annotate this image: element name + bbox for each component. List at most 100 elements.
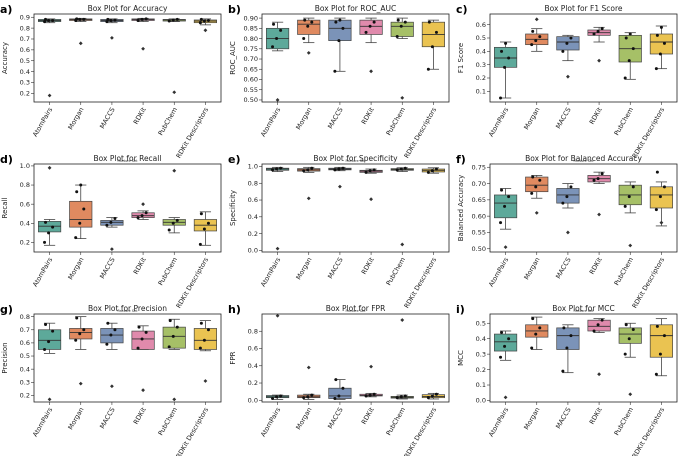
box-maccs bbox=[328, 166, 352, 189]
data-point bbox=[78, 332, 82, 336]
box-rdkit-descriptors bbox=[421, 167, 445, 174]
x-tick-label: RDKit Descriptors bbox=[631, 405, 667, 456]
y-tick-label: 0.4 bbox=[248, 213, 258, 221]
x-tick-label: Morgan bbox=[522, 256, 541, 281]
data-point bbox=[341, 26, 345, 30]
data-point bbox=[206, 19, 210, 23]
box-rdkit-descriptors bbox=[649, 170, 673, 227]
panel-c: c) Box Plot for F1 Score 0.1 0.2 0.3 0.4 0.5 0.… bbox=[456, 3, 678, 163]
data-point bbox=[144, 330, 148, 334]
data-point bbox=[530, 43, 534, 47]
x-tick-label: PubChem bbox=[157, 106, 179, 137]
data-point bbox=[662, 41, 666, 45]
x-axis-label: Feature Set bbox=[117, 309, 138, 313]
data-point bbox=[430, 169, 434, 173]
data-point bbox=[624, 36, 628, 40]
outlier-point bbox=[275, 246, 280, 251]
data-point bbox=[310, 166, 314, 170]
x-tick-label: PubChem bbox=[385, 406, 407, 437]
data-point bbox=[628, 32, 632, 36]
data-point bbox=[106, 321, 110, 325]
data-point bbox=[427, 20, 431, 24]
y-tick-label: 0.50 bbox=[472, 245, 486, 253]
data-point bbox=[654, 67, 658, 71]
panel-label: a) bbox=[0, 3, 12, 16]
y-tick-label: 0.70 bbox=[244, 55, 258, 63]
box-body bbox=[193, 328, 217, 350]
y-tick-label: 0.2 bbox=[248, 379, 258, 387]
data-point bbox=[302, 37, 306, 41]
axes-frame bbox=[33, 163, 222, 253]
x-tick-label: MACCS bbox=[98, 106, 117, 130]
x-tick-label: RDKit bbox=[360, 406, 376, 426]
y-tick-label: 0.1 bbox=[476, 88, 486, 96]
box-maccs bbox=[556, 34, 580, 79]
box-atompairs bbox=[494, 330, 518, 400]
outlier-point bbox=[628, 243, 633, 248]
box-pubchem bbox=[618, 322, 642, 397]
panel-label: e) bbox=[228, 153, 241, 166]
data-point bbox=[426, 396, 430, 400]
y-axis-label: ROC_AUC bbox=[229, 41, 237, 75]
data-point bbox=[171, 334, 175, 338]
y-axis-label: Specificity bbox=[229, 190, 237, 226]
panel-h: h) Box Plot for FPR 0.0 0.2 0.4 0.6 0.8 FPR Atom… bbox=[228, 303, 450, 456]
data-point bbox=[171, 221, 175, 225]
data-point bbox=[202, 19, 206, 23]
data-point bbox=[140, 17, 144, 21]
outlier-point bbox=[275, 98, 280, 102]
data-point bbox=[538, 35, 542, 39]
y-tick-label: 0.70 bbox=[472, 180, 486, 188]
data-point bbox=[659, 25, 663, 29]
data-point bbox=[171, 18, 175, 22]
data-point bbox=[199, 212, 203, 216]
box-rdkit bbox=[131, 202, 155, 220]
y-tick-label: 0.6 bbox=[20, 339, 30, 347]
x-tick-label: Morgan bbox=[66, 406, 85, 431]
x-tick-label: RDKit bbox=[132, 406, 148, 426]
data-point bbox=[631, 47, 635, 51]
x-tick-label: Morgan bbox=[66, 106, 85, 131]
y-tick-label: 0.5 bbox=[476, 319, 486, 327]
data-point bbox=[75, 17, 79, 21]
data-point bbox=[434, 392, 438, 396]
data-point bbox=[655, 170, 659, 174]
data-point bbox=[43, 240, 47, 244]
y-tick-label: 0.6 bbox=[248, 345, 258, 353]
x-tick-label: Morgan bbox=[66, 256, 85, 281]
y-axis-label: Accuracy bbox=[1, 42, 9, 74]
y-tick-label: 0.55 bbox=[472, 229, 486, 237]
y-tick-label: 0.5 bbox=[476, 34, 486, 42]
data-point bbox=[137, 325, 141, 329]
x-tick-label: MACCS bbox=[554, 106, 573, 130]
data-point bbox=[372, 20, 376, 24]
outlier-point bbox=[172, 168, 177, 173]
data-point bbox=[337, 394, 341, 398]
data-point bbox=[531, 29, 535, 33]
box-body bbox=[649, 33, 673, 55]
panel-label: g) bbox=[0, 303, 13, 316]
box-maccs bbox=[100, 17, 124, 40]
box-maccs bbox=[556, 183, 580, 235]
data-point bbox=[303, 18, 307, 22]
outlier-point bbox=[203, 379, 208, 383]
box-morgan bbox=[69, 17, 93, 46]
box-maccs bbox=[556, 324, 580, 374]
box-rdkit-descriptors bbox=[649, 25, 673, 71]
data-point bbox=[334, 378, 338, 382]
box-body bbox=[494, 333, 518, 352]
outlier-point bbox=[141, 388, 145, 393]
data-point bbox=[136, 19, 140, 23]
data-point bbox=[655, 33, 659, 37]
data-point bbox=[530, 346, 534, 350]
box-atompairs bbox=[266, 313, 290, 401]
x-tick-label: Morgan bbox=[294, 406, 313, 431]
axes-frame bbox=[33, 13, 222, 103]
outlier-point bbox=[203, 28, 208, 33]
data-point bbox=[310, 393, 314, 397]
data-point bbox=[503, 204, 507, 208]
box-rdkit-descriptors bbox=[421, 392, 445, 400]
box-maccs bbox=[328, 378, 352, 401]
data-point bbox=[272, 22, 276, 26]
outlier-point bbox=[110, 247, 114, 252]
